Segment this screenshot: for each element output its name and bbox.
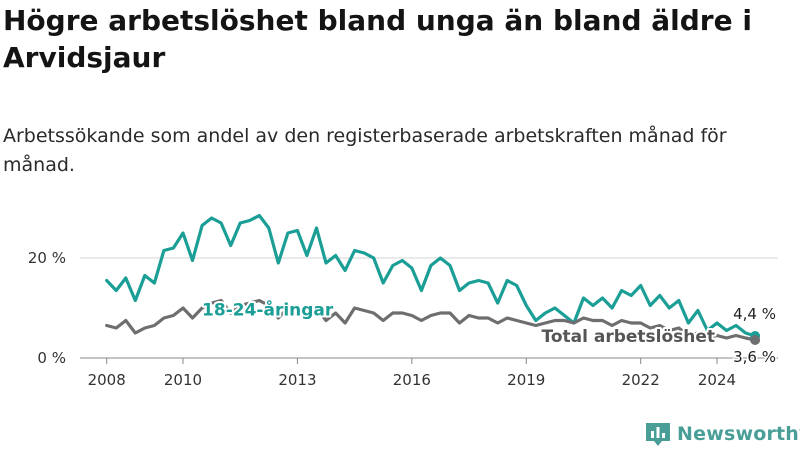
series-label-young: 18-24-åringar — [202, 299, 334, 321]
chart-title: Högre arbetslöshet bland unga än bland ä… — [3, 4, 752, 74]
x-tick-label: 2022 — [622, 371, 660, 389]
y-tick-label: 20 % — [28, 249, 66, 267]
series-endpoint-total — [750, 335, 761, 345]
series-label-total: Total arbetslöshet — [542, 327, 716, 347]
x-tick-label: 2019 — [507, 371, 545, 389]
x-tick-label: 2024 — [698, 371, 736, 389]
end-value-label-total: 3,6 % — [733, 348, 776, 366]
chart-subtitle: Arbetssökande som andel av den registerb… — [3, 125, 727, 176]
end-value-label-young: 4,4 % — [733, 305, 776, 323]
x-tick-label: 2013 — [278, 371, 316, 389]
y-tick-label: 0 % — [37, 349, 66, 367]
x-tick-label: 2010 — [164, 371, 202, 389]
newsworthy-logo-text: Newsworthy — [677, 423, 800, 445]
series-line-total — [105, 298, 757, 342]
x-tick-label: 2016 — [393, 371, 431, 389]
x-tick-label: 2008 — [88, 371, 126, 389]
series-line-young — [105, 213, 757, 338]
newsworthy-logo-icon — [646, 423, 670, 446]
newsworthy-logo: Newsworthy — [645, 420, 800, 448]
